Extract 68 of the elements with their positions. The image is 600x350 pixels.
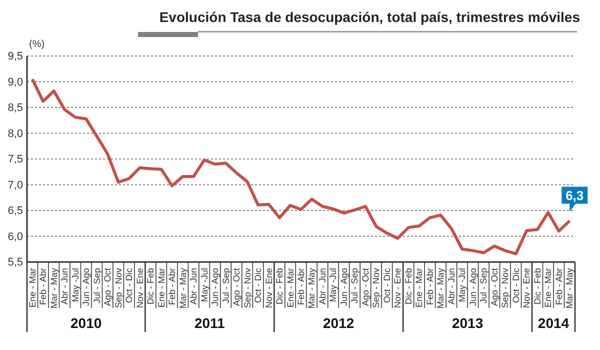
x-tick-label: Ene - Mar — [156, 268, 166, 308]
x-tick-label: Abr - Jun — [446, 268, 456, 305]
y-tick-label: 9,0 — [8, 76, 23, 88]
x-tick-label: Oct - Dic — [124, 268, 134, 303]
text: 2011 — [194, 315, 226, 331]
x-tick-label: Ago - Oct — [360, 268, 370, 306]
data-label: 6,3 — [566, 188, 584, 203]
x-tick-label: Sep - Nov — [500, 268, 510, 308]
y-tick-label: 6,0 — [8, 230, 23, 243]
text: 2012 — [323, 315, 354, 331]
y-tick-label: 7,0 — [8, 179, 23, 192]
x-tick-label: Abr - Jun — [188, 268, 199, 305]
x-tick-label: Mar - May — [48, 268, 59, 308]
x-tick-label: Ago - Oct — [489, 268, 500, 306]
y-tick-label: 6,5 — [8, 205, 23, 218]
y-tick-label: 8,0 — [8, 128, 23, 140]
x-tick-label: Feb - Abr — [554, 268, 564, 306]
x-tick-label: Oct - Dic — [510, 268, 521, 303]
x-tick-label: Jul - Sep — [478, 268, 489, 304]
x-tick-label: Ene - Mar — [27, 268, 38, 308]
x-tick-label: Jun - Ago — [468, 268, 478, 306]
x-tick-label: Jul - Sep — [92, 268, 102, 304]
x-tick-label: Oct - Dic — [253, 268, 264, 303]
x-tick-label: Mar - May — [306, 268, 317, 308]
x-tick-label: Jul - Sep — [220, 268, 231, 304]
x-tick-label: Abr - Jun — [317, 268, 328, 305]
x-tick-label: Jun - Ago — [81, 268, 92, 306]
text: 2014 — [538, 315, 570, 331]
y-tick-label: 5,5 — [8, 256, 23, 269]
text: 2010 — [70, 315, 102, 331]
x-tick-label: Dic - Feb — [403, 268, 414, 305]
x-tick-label: May -Jul — [199, 268, 210, 302]
x-tick-label: Sep - Nov — [242, 268, 252, 308]
text: 2013 — [452, 315, 484, 331]
x-tick-label: Dic - Feb — [274, 268, 285, 305]
x-tick-label: Dic - Feb — [146, 268, 156, 305]
y-tick-label: 7,5 — [8, 154, 23, 166]
x-tick-label: Sep - Nov — [371, 268, 382, 308]
x-tick-label: Feb - Abr — [296, 268, 306, 306]
x-tick-label: Mar - May — [564, 268, 575, 308]
x-tick-label: Ago - Oct — [232, 268, 242, 306]
x-tick-label: May -Jul — [70, 268, 80, 302]
x-tick-label: Mar - May — [436, 268, 446, 308]
x-tick-label: Nov - Ene — [264, 268, 274, 308]
x-tick-label: Feb - Abr — [424, 268, 435, 306]
x-tick-label: Sep - Nov — [113, 268, 124, 308]
x-tick-label: Feb - Abr — [38, 268, 48, 306]
x-tick-label: Ene - Mar — [414, 268, 424, 308]
x-tick-label: Ene - Mar — [543, 268, 554, 308]
x-tick-label: Dic - Feb — [532, 268, 542, 305]
x-tick-label: Nov - Ene — [392, 268, 403, 308]
x-tick-label: Jun - Ago — [210, 268, 220, 306]
x-tick-label: Ene - Mar — [285, 268, 296, 308]
x-tick-label: Abr - Jun — [60, 268, 70, 305]
x-tick-label: Ago - Oct — [102, 268, 113, 306]
x-tick-label: Feb - Abr — [167, 268, 178, 306]
x-tick-label: Oct - Dic — [382, 268, 392, 303]
x-tick-label: Jul - Sep — [350, 268, 360, 304]
x-tick-label: May -Jul — [328, 268, 338, 302]
x-tick-label: May -Jul — [457, 268, 468, 302]
y-axis-title: (%) — [29, 39, 45, 50]
y-tick-label: 8,5 — [8, 102, 23, 114]
x-tick-label: Jun - Ago — [338, 268, 349, 306]
x-tick-label: Nov - Ene — [522, 268, 532, 308]
x-tick-label: Mar - May — [178, 268, 188, 308]
x-tick-label: Nov - Ene — [134, 268, 145, 308]
y-tick-label: 9,5 — [8, 50, 23, 63]
chart-title: Evolución Tasa de desocupación, total país, trimestres móviles — [159, 9, 580, 25]
